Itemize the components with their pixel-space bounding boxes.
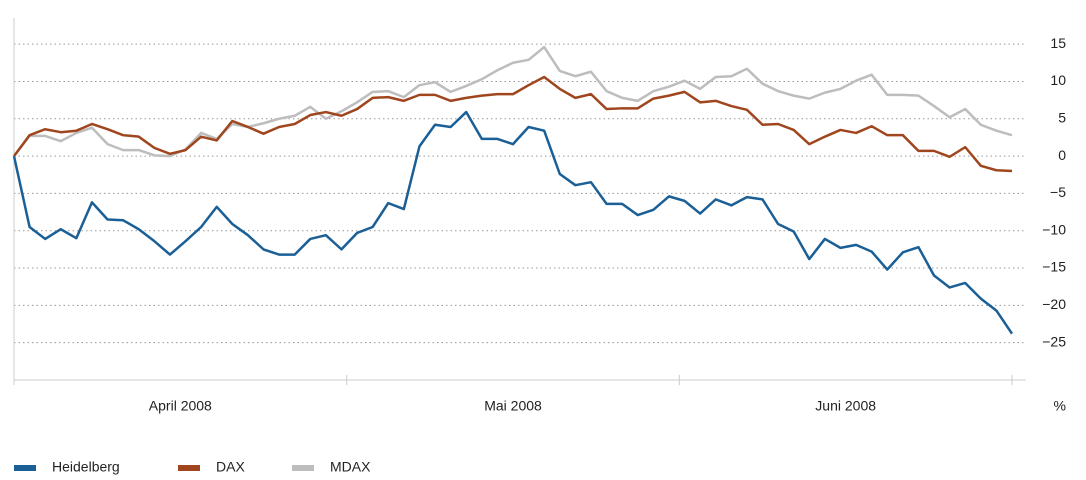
y-tick-label: −20 [1042,296,1066,312]
legend-swatch [292,465,314,471]
y-tick-label: −10 [1042,221,1066,237]
y-tick-label: 5 [1058,109,1066,125]
series-line [12,110,1014,335]
y-unit: % [1054,398,1066,414]
legend-swatch [14,465,36,471]
legend-label: DAX [216,459,245,475]
legend-swatch [178,465,200,471]
legend-label: Heidelberg [52,459,120,475]
y-tick-label: 10 [1050,72,1066,88]
y-tick-label: −5 [1050,184,1066,200]
y-tick-label: 0 [1058,147,1066,163]
series-line [12,75,1013,173]
series-line [13,45,1013,158]
x-tick-label: Juni 2008 [815,398,876,414]
y-tick-label: −15 [1042,259,1066,275]
y-tick-label: 15 [1050,35,1066,51]
x-tick-label: April 2008 [149,398,212,414]
y-tick-label: −25 [1042,333,1066,349]
legend-label: MDAX [330,459,371,475]
x-tick-label: Mai 2008 [484,398,542,414]
